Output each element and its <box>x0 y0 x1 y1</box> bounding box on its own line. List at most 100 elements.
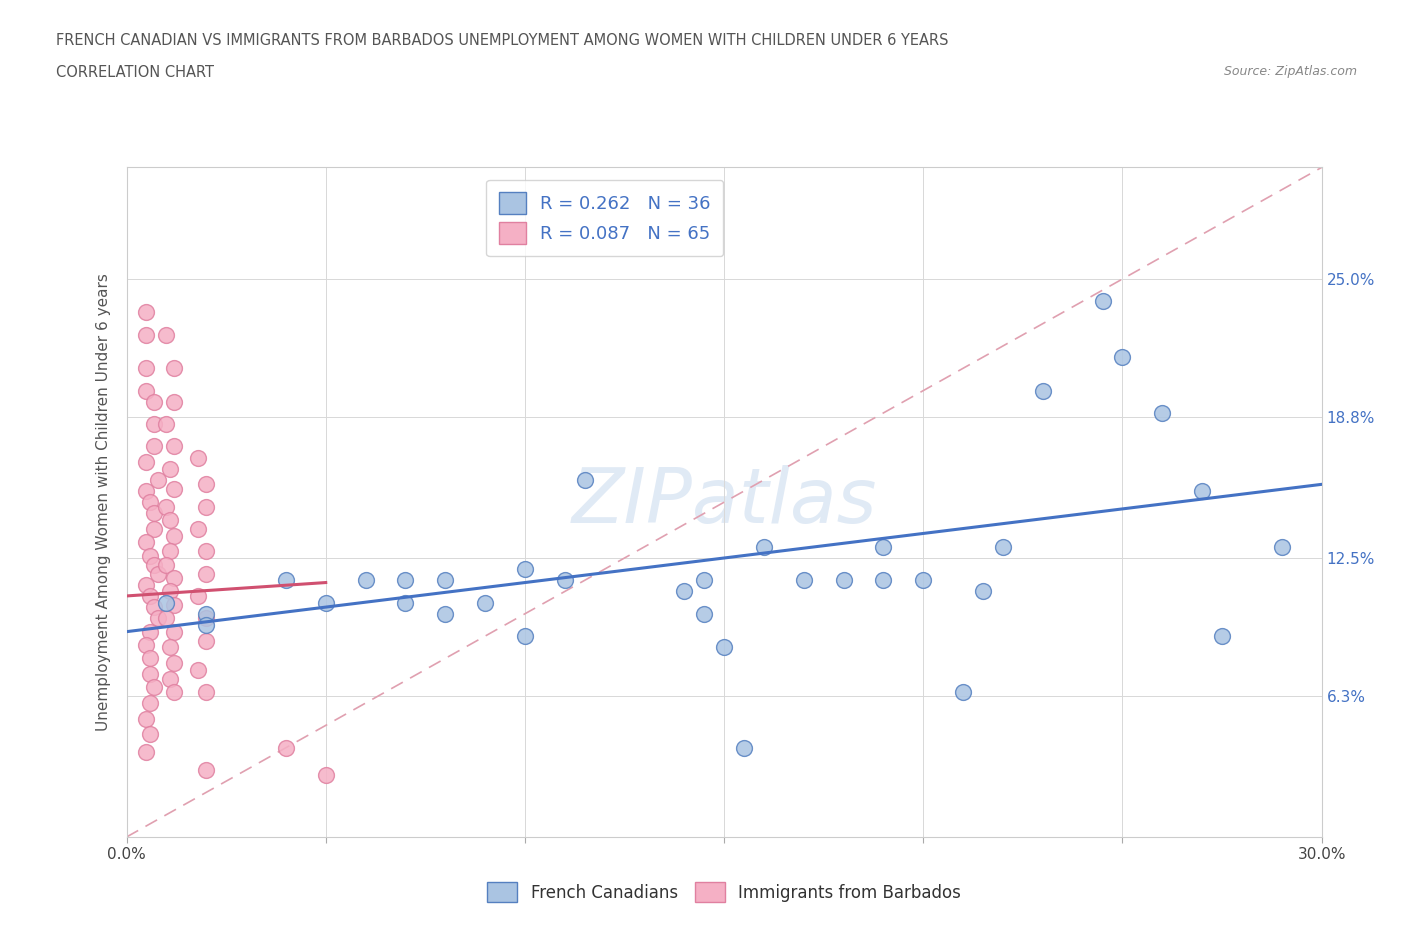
Point <box>135 361 157 376</box>
Point <box>139 549 162 564</box>
Point <box>148 472 170 487</box>
Point <box>274 573 297 588</box>
Point <box>1032 383 1054 398</box>
Point <box>187 589 209 604</box>
Point <box>195 611 218 626</box>
Point <box>155 557 177 572</box>
Point <box>135 535 157 550</box>
Point <box>135 711 157 726</box>
Point <box>952 684 974 699</box>
Point <box>163 482 186 497</box>
Point <box>912 573 935 588</box>
Point <box>195 763 218 777</box>
Point <box>143 522 166 537</box>
Point <box>163 528 186 543</box>
Point <box>163 656 186 671</box>
Point <box>163 684 186 699</box>
Point <box>195 477 218 492</box>
Point <box>163 439 186 454</box>
Point <box>139 727 162 742</box>
Point <box>1211 629 1233 644</box>
Point <box>793 573 815 588</box>
Point <box>139 495 162 510</box>
Point <box>513 629 536 644</box>
Point <box>143 439 166 454</box>
Point <box>574 472 596 487</box>
Point <box>139 667 162 682</box>
Point <box>159 584 181 599</box>
Point <box>1191 484 1213 498</box>
Point <box>159 512 181 527</box>
Point <box>155 611 177 626</box>
Point <box>513 562 536 577</box>
Point <box>1152 405 1174 420</box>
Point <box>733 740 755 755</box>
Point <box>159 544 181 559</box>
Point <box>135 305 157 320</box>
Point <box>143 394 166 409</box>
Point <box>195 544 218 559</box>
Point <box>135 745 157 760</box>
Point <box>139 651 162 666</box>
Point <box>143 680 166 695</box>
Point <box>1271 539 1294 554</box>
Point <box>143 417 166 432</box>
Point <box>155 417 177 432</box>
Point <box>195 684 218 699</box>
Point <box>434 606 457 621</box>
Point <box>195 633 218 648</box>
Point <box>159 671 181 686</box>
Point <box>155 595 177 610</box>
Point <box>163 361 186 376</box>
Text: Source: ZipAtlas.com: Source: ZipAtlas.com <box>1223 65 1357 78</box>
Point <box>315 595 337 610</box>
Point <box>139 624 162 639</box>
Text: FRENCH CANADIAN VS IMMIGRANTS FROM BARBADOS UNEMPLOYMENT AMONG WOMEN WITH CHILDR: FRENCH CANADIAN VS IMMIGRANTS FROM BARBA… <box>56 33 949 47</box>
Text: ZIPatlas: ZIPatlas <box>571 465 877 539</box>
Point <box>673 584 696 599</box>
Point <box>163 597 186 612</box>
Point <box>1111 350 1133 365</box>
Point <box>1091 294 1114 309</box>
Point <box>135 484 157 498</box>
Point <box>872 539 894 554</box>
Point <box>135 327 157 342</box>
Point <box>195 499 218 514</box>
Point <box>143 600 166 615</box>
Point <box>148 611 170 626</box>
Point <box>394 573 416 588</box>
Point <box>274 740 297 755</box>
Point <box>394 595 416 610</box>
Point <box>832 573 855 588</box>
Y-axis label: Unemployment Among Women with Children Under 6 years: Unemployment Among Women with Children U… <box>96 273 111 731</box>
Legend: French Canadians, Immigrants from Barbados: French Canadians, Immigrants from Barbad… <box>481 875 967 909</box>
Point <box>135 578 157 592</box>
Point <box>195 606 218 621</box>
Point <box>135 383 157 398</box>
Point <box>155 327 177 342</box>
Point <box>187 450 209 465</box>
Point <box>148 566 170 581</box>
Point <box>187 522 209 537</box>
Point <box>434 573 457 588</box>
Point <box>972 584 994 599</box>
Point <box>135 455 157 470</box>
Point <box>315 767 337 782</box>
Point <box>693 573 716 588</box>
Point <box>135 638 157 653</box>
Point <box>554 573 576 588</box>
Text: CORRELATION CHART: CORRELATION CHART <box>56 65 214 80</box>
Point <box>872 573 894 588</box>
Point <box>693 606 716 621</box>
Point <box>187 662 209 677</box>
Point <box>354 573 377 588</box>
Point <box>143 506 166 521</box>
Point <box>143 557 166 572</box>
Point <box>991 539 1014 554</box>
Point <box>163 624 186 639</box>
Point <box>155 499 177 514</box>
Point <box>713 640 735 655</box>
Point <box>139 589 162 604</box>
Point <box>195 566 218 581</box>
Point <box>163 571 186 586</box>
